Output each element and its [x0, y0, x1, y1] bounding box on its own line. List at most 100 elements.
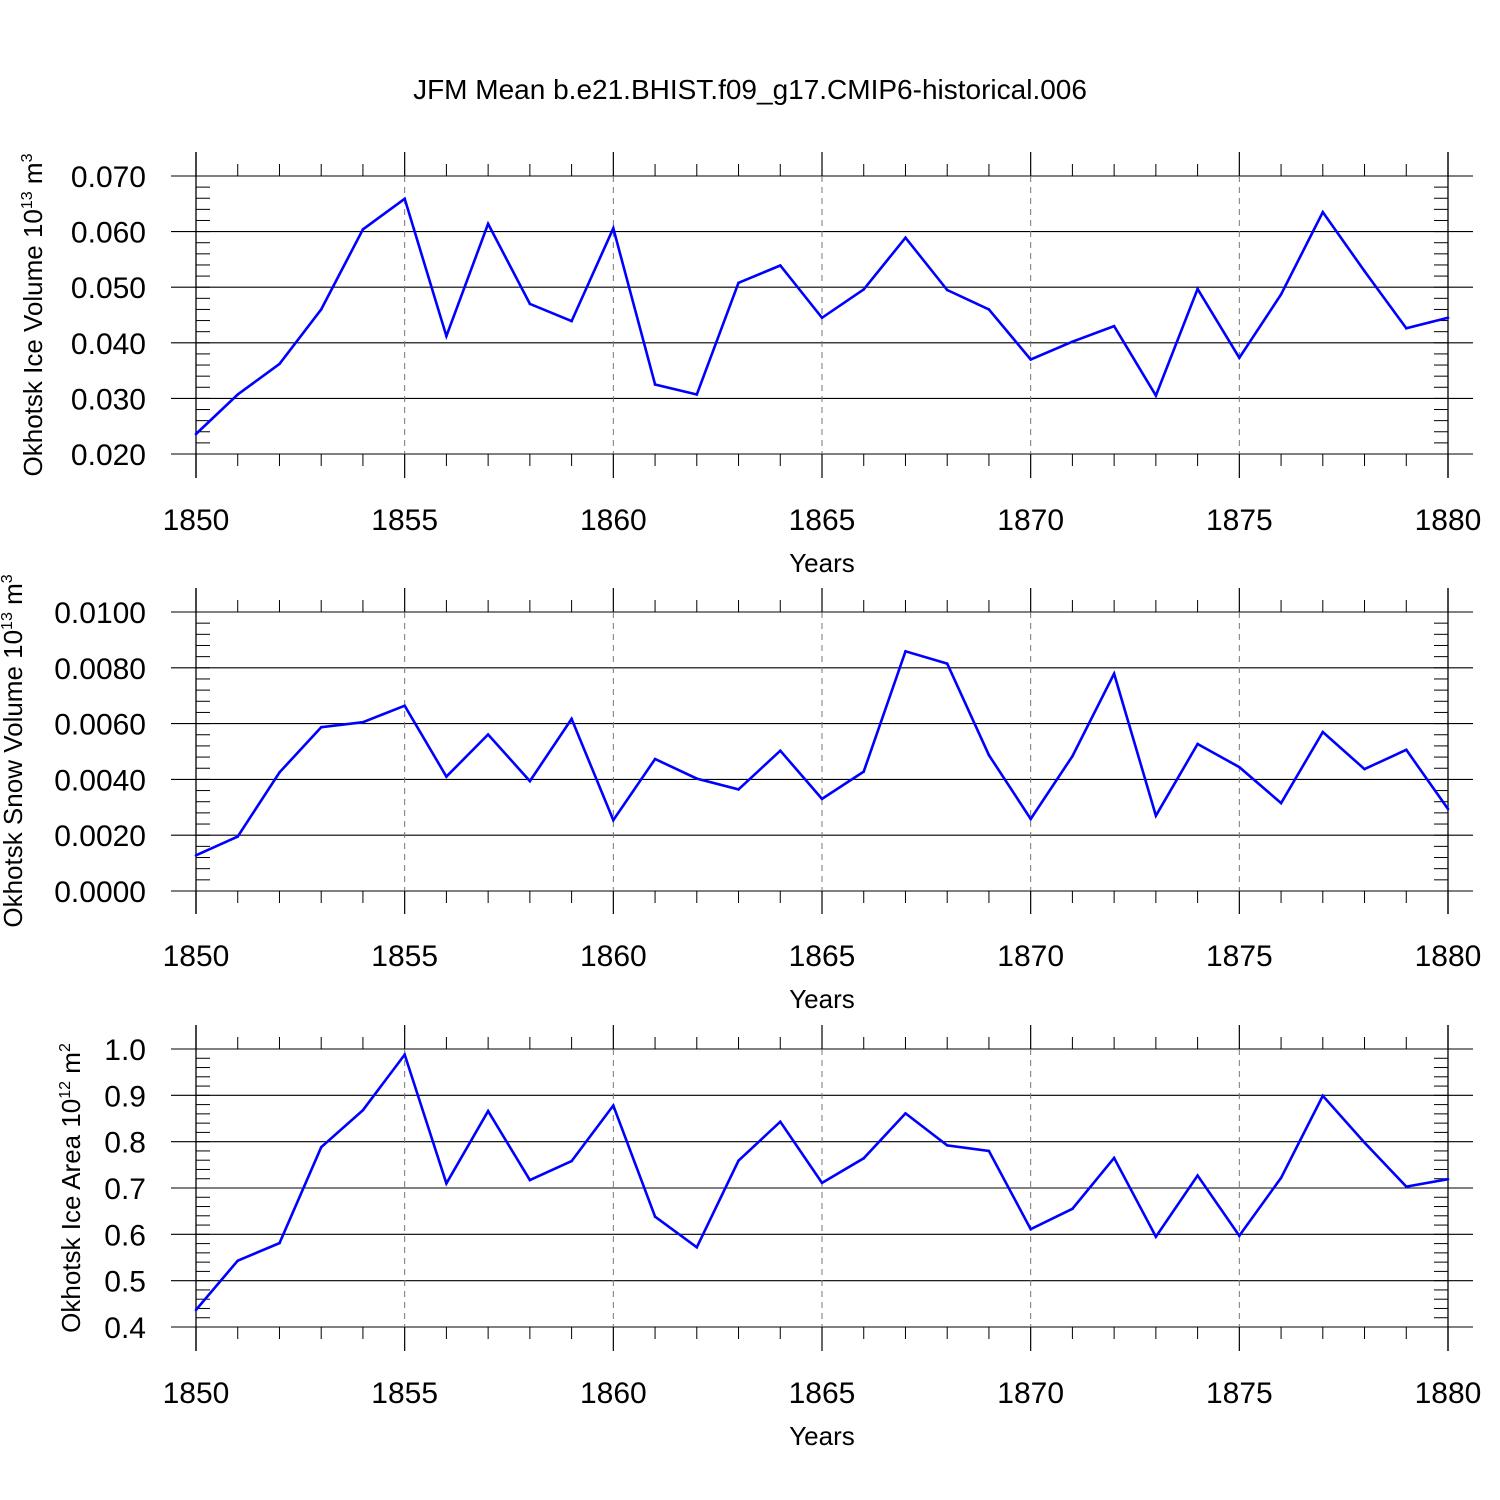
data-point — [486, 222, 490, 226]
data-point — [1404, 748, 1408, 752]
x-tick-label: 1870 — [997, 940, 1064, 973]
x-tick-label: 1865 — [789, 504, 856, 537]
data-point — [361, 1108, 365, 1112]
data-point — [1071, 1207, 1074, 1211]
data-point — [570, 319, 573, 323]
x-axis-label: Years — [789, 548, 855, 578]
x-tick-label: 1860 — [580, 504, 647, 537]
data-point — [862, 288, 866, 291]
panels: 0.020 0.030 0.040 0.050 0.060 0.070 1850 1855 18… — [0, 152, 1481, 1451]
data-point — [486, 1109, 490, 1113]
y-tick-label: 0.5 — [104, 1266, 146, 1299]
data-point — [194, 432, 198, 436]
data-point — [653, 383, 657, 386]
x-tick-label: 1850 — [163, 1377, 230, 1410]
data-point — [236, 1259, 240, 1263]
panel-2: 0.0000 0.0020 0.0040 0.0060 0.0080 0.0100 1850… — [0, 574, 1481, 1014]
data-point — [1279, 1176, 1283, 1180]
data-point — [1196, 742, 1199, 746]
data-point — [820, 1181, 824, 1185]
data-point — [1112, 324, 1116, 328]
data-point — [1321, 210, 1325, 214]
data-point — [319, 725, 323, 729]
data-point — [778, 749, 782, 752]
data-point — [278, 771, 281, 774]
x-axis-label: Years — [789, 1421, 855, 1451]
y-tick-label: 0.9 — [104, 1080, 146, 1113]
data-point — [987, 1149, 991, 1153]
y-tick-label: 0.8 — [104, 1127, 146, 1160]
y-tick-label: 0.050 — [71, 272, 146, 305]
data-point — [820, 797, 824, 801]
x-tick-label: 1870 — [997, 504, 1064, 537]
data-point — [1363, 767, 1366, 771]
data-point — [695, 1246, 699, 1249]
data-point — [612, 1104, 615, 1107]
y-tick-label: 0.0100 — [54, 597, 146, 630]
data-point — [1196, 1174, 1199, 1177]
x-tick-label: 1850 — [163, 940, 230, 973]
y-tick-label: 0.7 — [104, 1173, 146, 1206]
data-point — [445, 1182, 448, 1185]
data-point — [1279, 801, 1283, 805]
data-point — [1238, 1234, 1241, 1238]
x-tick-label: 1860 — [580, 1377, 647, 1410]
panel-3: 0.4 0.5 0.6 0.7 0.8 0.9 1.0 1850 1855 1860 1865 187… — [56, 1025, 1481, 1451]
y-tick-label: 0.0040 — [54, 764, 146, 797]
x-tick-label: 1860 — [580, 940, 647, 973]
y-tick-label: 0.0020 — [54, 820, 146, 853]
data-point — [1446, 807, 1450, 811]
data-point — [278, 1241, 281, 1245]
y-axis-label: Okhotsk Snow Volume 1013 m3 — [0, 574, 28, 927]
y-tick-label: 0.0080 — [54, 653, 146, 686]
x-tick-label: 1880 — [1415, 504, 1482, 537]
data-point — [570, 717, 573, 721]
x-tick-label: 1855 — [371, 1377, 438, 1410]
data-point — [945, 1144, 949, 1147]
y-axis-label: Okhotsk Ice Area 1012 m2 — [56, 1043, 86, 1333]
data-point — [1363, 269, 1366, 273]
data-point — [987, 753, 991, 757]
data-point — [987, 308, 991, 311]
data-point — [194, 853, 198, 857]
y-tick-label: 0.070 — [71, 161, 146, 194]
data-point — [695, 393, 699, 396]
data-point — [778, 1120, 782, 1124]
x-tick-label: 1875 — [1206, 504, 1273, 537]
data-point — [945, 662, 949, 665]
data-point — [653, 1215, 657, 1219]
data-point — [570, 1159, 573, 1163]
data-point — [486, 733, 490, 736]
data-point — [862, 1157, 866, 1160]
data-point — [403, 704, 406, 708]
data-point — [194, 1308, 198, 1312]
data-point — [1404, 327, 1408, 330]
y-tick-label: 0.0060 — [54, 709, 146, 742]
data-point — [778, 264, 782, 267]
x-tick-label: 1870 — [997, 1377, 1064, 1410]
data-point — [1404, 1185, 1408, 1188]
data-point — [904, 1112, 907, 1115]
x-tick-label: 1855 — [371, 504, 438, 537]
x-tick-label: 1875 — [1206, 940, 1273, 973]
data-point — [319, 308, 323, 311]
y-axis-label: Okhotsk Ice Volume 1013 m3 — [18, 153, 48, 476]
chart-title: JFM Mean b.e21.BHIST.f09_g17.CMIP6-histo… — [413, 74, 1087, 105]
data-point — [1154, 394, 1158, 397]
data-point — [445, 775, 448, 778]
data-point — [1446, 316, 1450, 320]
data-point — [1154, 814, 1158, 817]
data-point — [278, 362, 281, 366]
y-tick-label: 0.030 — [71, 383, 146, 416]
y-tick-label: 0.040 — [71, 328, 146, 361]
x-tick-label: 1875 — [1206, 1377, 1273, 1410]
data-point — [403, 1053, 406, 1056]
panel-1: 0.020 0.030 0.040 0.050 0.060 0.070 1850 1855 18… — [18, 152, 1481, 578]
data-point — [445, 334, 448, 338]
data-point — [737, 788, 740, 791]
y-tick-label: 0.4 — [104, 1312, 146, 1345]
data-point — [1238, 765, 1241, 769]
data-point — [236, 393, 240, 396]
x-tick-label: 1855 — [371, 940, 438, 973]
